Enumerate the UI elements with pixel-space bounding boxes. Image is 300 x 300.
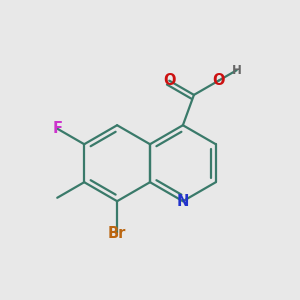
Text: Br: Br xyxy=(108,226,126,241)
Text: F: F xyxy=(52,121,62,136)
Text: N: N xyxy=(177,194,189,209)
Text: O: O xyxy=(212,73,225,88)
Text: H: H xyxy=(232,64,242,77)
Text: O: O xyxy=(163,73,175,88)
